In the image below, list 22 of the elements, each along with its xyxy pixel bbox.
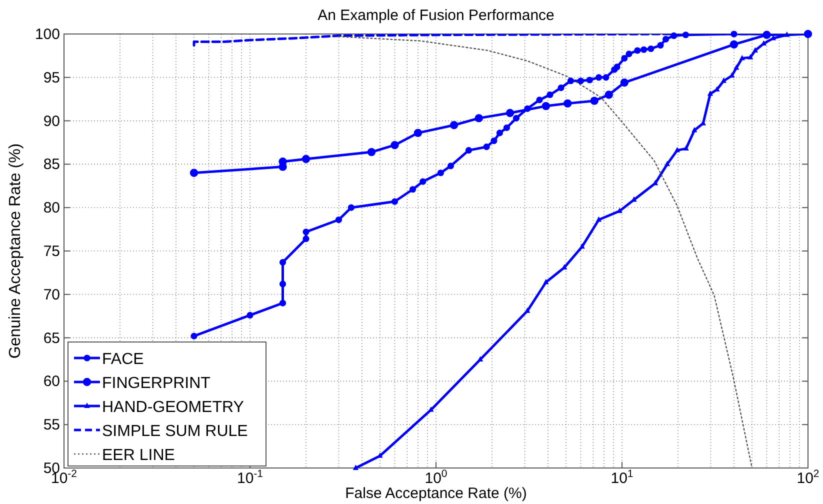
legend-label: EER LINE: [102, 447, 175, 464]
x-axis-title: False Acceptance Rate (%): [345, 485, 527, 502]
legend-label: SIMPLE SUM RULE: [102, 423, 248, 440]
x-tick-label: 10$^{-1}$: [236, 468, 264, 487]
legend-label: HAND-GEOMETRY: [102, 399, 244, 416]
y-tick-label: 85: [43, 156, 60, 174]
y-tick-label: 65: [43, 330, 60, 347]
y-tick-label: 75: [43, 243, 60, 260]
y-tick-label: 90: [43, 112, 60, 130]
legend-label: FACE: [102, 351, 144, 368]
y-tick-label: 60: [43, 373, 60, 390]
y-tick-label: 95: [43, 69, 60, 86]
x-tick-label: 10$^{1}$: [610, 468, 634, 487]
y-axis-title: Genuine Acceptance Rate (%): [7, 143, 24, 359]
legend-label: FINGERPRINT: [102, 375, 211, 392]
chart-title: An Example of Fusion Performance: [318, 7, 554, 24]
y-tick-label: 55: [43, 416, 60, 434]
x-tick-label: 10$^{2}$: [796, 468, 820, 487]
x-tick-label: 10$^{0}$: [424, 468, 448, 487]
y-tick-label: 70: [43, 286, 60, 304]
y-tick-label: 80: [43, 200, 60, 217]
y-tick-label: 100: [34, 26, 60, 43]
